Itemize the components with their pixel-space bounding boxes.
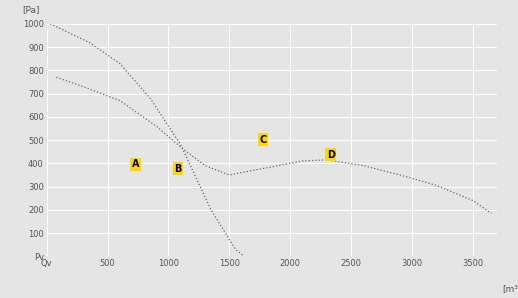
Text: A: A	[132, 159, 139, 169]
Text: [m³/h]: [m³/h]	[502, 284, 518, 293]
Text: B: B	[175, 164, 182, 174]
Text: C: C	[260, 135, 267, 145]
Text: [Pa]: [Pa]	[22, 6, 39, 15]
Text: D: D	[327, 150, 335, 160]
